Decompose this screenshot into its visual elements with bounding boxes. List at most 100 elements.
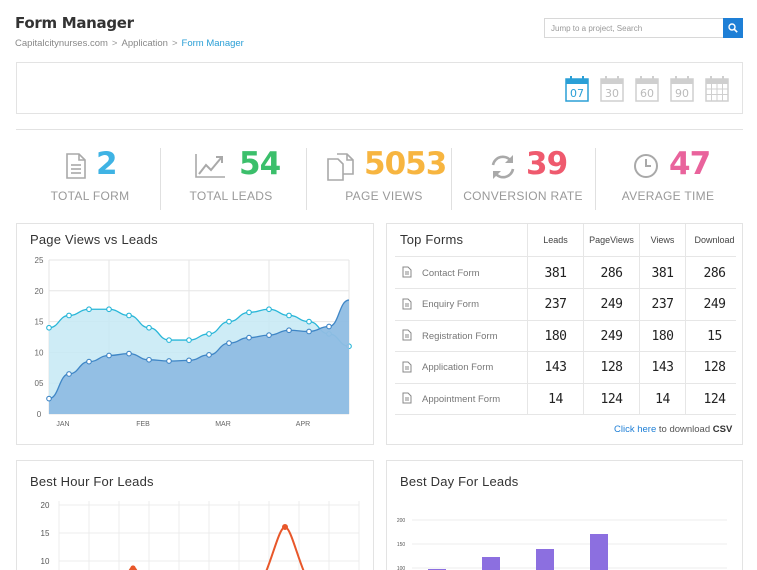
data-point: [46, 395, 52, 402]
line-chart-icon: [195, 154, 225, 178]
calendar-30-days-button[interactable]: 30: [600, 75, 624, 102]
data-point: [66, 312, 72, 319]
data-point: [286, 312, 292, 319]
panel-title: Top Forms: [400, 232, 464, 247]
y-tick-label: 10: [41, 557, 50, 566]
data-point: [282, 524, 288, 530]
calendar-label: 90: [675, 87, 689, 100]
breadcrumb-item-current: Form Manager: [181, 38, 244, 49]
form-document-icon: [402, 266, 412, 278]
y-tick-label: 20: [35, 287, 44, 296]
table-cell: 14: [527, 383, 583, 416]
top-forms-panel: Top Forms Leads PageViews Views Download…: [386, 223, 743, 445]
table-row[interactable]: Application Form 143 128 143 128: [387, 351, 743, 384]
table-row[interactable]: Enquiry Form 237 249 237 249: [387, 288, 743, 321]
y-tick-label: 15: [41, 529, 50, 538]
download-csv-link[interactable]: Click here: [614, 424, 657, 435]
table-cell: 381: [639, 257, 685, 289]
bar: [536, 549, 554, 570]
table-cell: 180: [527, 320, 583, 353]
stat-value: 47: [669, 146, 711, 182]
breadcrumb-separator: >: [111, 38, 118, 49]
stat-label: TOTAL FORM: [50, 189, 130, 203]
stat-label: TOTAL LEADS: [189, 189, 273, 203]
form-name[interactable]: Enquiry Form: [422, 299, 480, 311]
best-day-chart: 200 150 100: [397, 518, 727, 570]
stat-separator: [306, 148, 307, 210]
table-cell: 249: [583, 320, 639, 353]
calendar-60-days-button[interactable]: 60: [635, 75, 659, 102]
y-tick-label: 20: [41, 501, 50, 510]
panel-title: Page Views vs Leads: [30, 232, 158, 247]
stat-page-views: 5053 PAGE VIEWS: [314, 146, 454, 210]
breadcrumb-item-site[interactable]: Capitalcitynurses.com: [15, 38, 108, 49]
form-name[interactable]: Appointment Form: [422, 393, 501, 405]
date-range-panel: 07 30 60 90: [16, 62, 743, 114]
column-header-download[interactable]: Download: [685, 224, 743, 256]
stat-label: PAGE VIEWS: [345, 189, 423, 203]
table-divider: [395, 319, 736, 321]
table-row[interactable]: Registration Form 180 249 180 15: [387, 320, 743, 353]
table-row[interactable]: Appointment Form 14 124 14 124: [387, 383, 743, 416]
calendar-7-days-button[interactable]: 07: [565, 75, 589, 102]
data-point: [146, 356, 152, 363]
search-icon: [728, 23, 738, 33]
breadcrumb: Capitalcitynurses.com > Application > Form M…: [15, 38, 244, 49]
column-header-leads[interactable]: Leads: [527, 224, 583, 256]
stat-label: CONVERSION RATE: [463, 189, 583, 203]
data-point: [106, 352, 112, 359]
header: Form Manager Capitalcitynurses.com > Appli…: [15, 14, 244, 49]
stat-separator: [451, 148, 452, 210]
form-name[interactable]: Contact Form: [422, 267, 480, 279]
column-header-views[interactable]: Views: [639, 224, 685, 256]
table-row[interactable]: Contact Form 381 286 381 286: [387, 257, 743, 289]
bar: [590, 534, 608, 570]
download-format: CSV: [712, 424, 733, 435]
table-cell: 249: [685, 288, 743, 321]
series-area: [49, 300, 349, 414]
table-divider: [395, 414, 736, 416]
table-divider: [395, 351, 736, 353]
form-name[interactable]: Registration Form: [422, 330, 498, 342]
breadcrumb-item-application[interactable]: Application: [121, 38, 168, 49]
table-cell: 14: [639, 383, 685, 416]
data-point: [106, 306, 112, 313]
search-box: [544, 18, 743, 38]
table-cell: 128: [583, 351, 639, 384]
form-name[interactable]: Application Form: [422, 362, 494, 374]
data-point: [286, 327, 292, 334]
stat-conversion-rate: 39 CONVERSION RATE: [453, 146, 593, 210]
table-cell: 143: [639, 351, 685, 384]
data-point: [86, 358, 92, 365]
page-title: Form Manager: [15, 14, 134, 32]
table-divider: [395, 382, 736, 384]
download-note: Click here to download CSV: [614, 424, 732, 435]
form-document-icon: [402, 329, 412, 341]
x-tick-label: FEB: [136, 421, 150, 428]
section-divider: [16, 129, 743, 130]
calendar-custom-range-button[interactable]: [705, 75, 729, 102]
download-text: to download: [658, 424, 711, 435]
panel-title: Best Day For Leads: [400, 474, 519, 489]
calendar-90-days-button[interactable]: 90: [670, 75, 694, 102]
stat-value: 54: [239, 146, 281, 182]
data-point: [186, 357, 192, 364]
table-cell: 237: [527, 288, 583, 321]
panel-title: Best Hour For Leads: [30, 474, 154, 489]
data-point: [206, 352, 212, 358]
data-point: [146, 324, 152, 331]
calendar-icon: [670, 76, 694, 102]
table-cell: 124: [583, 383, 639, 416]
data-point: [226, 340, 232, 347]
page-views-chart-panel: Page Views vs Leads 25 20 15 10 05 0 JAN FEB MAR…: [16, 223, 374, 445]
search-button[interactable]: [723, 18, 743, 38]
y-tick-label: 100: [397, 566, 406, 570]
data-point: [66, 371, 72, 377]
column-header-pageviews[interactable]: PageViews: [583, 224, 639, 256]
x-tick-label: APR: [296, 421, 310, 428]
table-cell: 180: [639, 320, 685, 353]
table-cell: 286: [685, 257, 743, 289]
document-icon: [66, 153, 86, 179]
data-point: [246, 334, 252, 341]
search-input[interactable]: [545, 19, 725, 37]
